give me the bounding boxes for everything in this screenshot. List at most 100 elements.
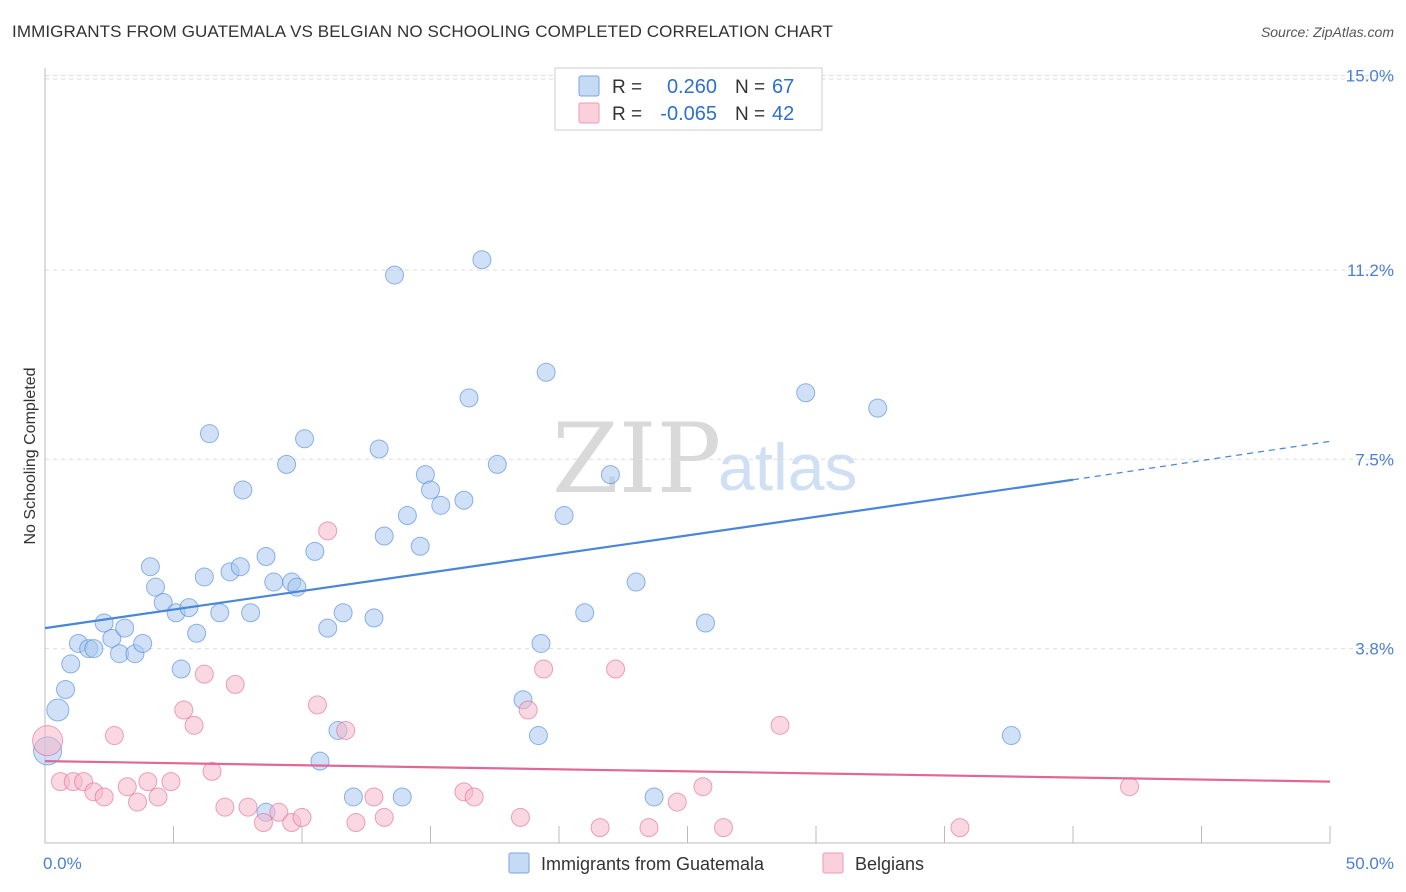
belgians-point [606, 659, 626, 679]
belgians-point [374, 807, 394, 827]
guatemala-point [343, 787, 363, 807]
guatemala-point [46, 698, 70, 722]
source-credit: Source: ZipAtlas.com [1260, 24, 1394, 40]
guatemala-point [115, 618, 135, 638]
belgians-point [364, 787, 384, 807]
guatemala-point [56, 680, 76, 700]
belgians-point [518, 700, 538, 720]
guatemala-point [600, 465, 620, 485]
belgians-point [292, 807, 312, 827]
chart-title: IMMIGRANTS FROM GUATEMALA VS BELGIAN NO … [12, 22, 833, 41]
guatemala-point [133, 633, 153, 653]
legend-swatch-belgians [578, 102, 600, 124]
guatemala-point [305, 541, 325, 561]
y-axis-label: No Schooling Completed [22, 368, 39, 545]
guatemala-point [397, 506, 417, 526]
belgians-point [950, 818, 970, 838]
belgians-point [148, 787, 168, 807]
guatemala-point [454, 490, 474, 510]
belgians-point [128, 792, 148, 812]
belgians-point [215, 797, 235, 817]
series-legend-swatch-belgians [822, 852, 844, 874]
x-axis-ticks [44, 826, 1331, 843]
guatemala-point [536, 362, 556, 382]
belgians-point [464, 787, 484, 807]
belgians-point [253, 813, 273, 833]
belgians-point [194, 664, 214, 684]
guatemala-point [295, 429, 315, 449]
belgians-point [174, 700, 194, 720]
legend-r-value-2: -0.065 [660, 103, 717, 125]
guatemala-point [626, 572, 646, 592]
belgians-point [307, 695, 327, 715]
x-tick-label-min: 0.0% [43, 854, 82, 873]
guatemala-point [84, 639, 104, 659]
guatemala-point [868, 398, 888, 418]
guatemala-point [487, 454, 507, 474]
guatemala-point [171, 659, 191, 679]
guatemala-point [364, 608, 384, 628]
guatemala-point [531, 633, 551, 653]
y-tick-label-0: 3.8% [1355, 640, 1394, 659]
belgians-point [32, 725, 64, 757]
guatemala-point [233, 480, 253, 500]
y-tick-label-2: 11.2% [1347, 261, 1394, 280]
guatemala-point [310, 751, 330, 771]
belgians-point [269, 802, 289, 822]
belgians-point [104, 726, 124, 746]
belgians-point [590, 818, 610, 838]
legend-n-value-2: 42 [772, 103, 794, 125]
y-tick-label-3: 15.0% [1346, 67, 1394, 86]
guatemala-point [385, 265, 405, 285]
guatemala-point [140, 557, 160, 577]
legend-n-label-1: N = [735, 77, 765, 98]
legend: R = 0.260 N = 67 R = -0.065 N = 42 [554, 67, 823, 131]
legend-r-value-1: 0.260 [667, 76, 717, 98]
guatemala-trend-line [44, 478, 1074, 630]
guatemala-point [554, 506, 574, 526]
legend-n-label-2: N = [735, 104, 765, 125]
belgians-point [1120, 777, 1140, 797]
series-0-points [33, 250, 1021, 822]
belgians-point [117, 777, 137, 797]
y-tick-label-1: 7.5% [1355, 450, 1394, 469]
belgians-point [667, 792, 687, 812]
guatemala-point [230, 557, 250, 577]
x-axis-tick-labels: 0.0% 50.0% [43, 854, 1394, 873]
series-legend-label-belgians: Belgians [855, 854, 924, 874]
belgians-point [202, 761, 222, 781]
legend-r-label-2: R = [612, 104, 642, 125]
guatemala-point [277, 454, 297, 474]
guatemala-point [318, 618, 338, 638]
guatemala-point [410, 536, 430, 556]
watermark-atlas: atlas [718, 430, 857, 504]
guatemala-point [431, 495, 451, 515]
series-legend-label-guatemala: Immigrants from Guatemala [541, 854, 765, 874]
guatemala-point [333, 603, 353, 623]
belgians-point [510, 807, 530, 827]
guatemala-point [472, 250, 492, 270]
series-legend-swatch-guatemala [508, 852, 530, 874]
guatemala-point [421, 480, 440, 500]
belgians-point [336, 720, 356, 740]
series-legend: Immigrants from Guatemala Belgians [508, 852, 924, 874]
belgians-trend-line [44, 760, 1331, 783]
guatemala-point [459, 388, 479, 408]
belgians-point [693, 777, 713, 797]
series-1-points [32, 521, 1140, 838]
guatemala-point [241, 603, 261, 623]
guatemala-point [796, 383, 816, 403]
guatemala-point [392, 787, 412, 807]
guatemala-point [644, 787, 664, 807]
legend-r-label-1: R = [612, 77, 642, 98]
data-points [32, 250, 1140, 838]
belgians-point [346, 813, 366, 833]
guatemala-point [1001, 726, 1021, 746]
guatemala-point [369, 439, 389, 459]
guatemala-point [102, 628, 122, 648]
trend-lines [44, 440, 1331, 783]
belgians-point [639, 818, 659, 838]
guatemala-point [146, 577, 166, 597]
guatemala-point [528, 726, 548, 746]
